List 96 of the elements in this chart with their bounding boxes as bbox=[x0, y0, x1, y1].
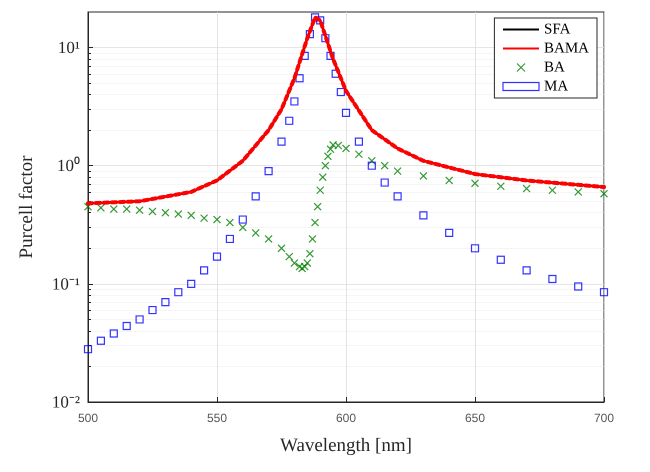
point bbox=[548, 274, 556, 284]
point bbox=[470, 179, 480, 188]
point bbox=[136, 206, 144, 214]
point bbox=[600, 190, 608, 198]
point bbox=[122, 322, 131, 330]
point bbox=[326, 52, 335, 60]
point bbox=[321, 162, 330, 170]
point bbox=[187, 211, 196, 220]
point bbox=[419, 211, 428, 220]
point bbox=[285, 116, 294, 125]
point bbox=[238, 215, 247, 224]
point bbox=[96, 204, 105, 212]
point bbox=[148, 207, 157, 216]
point bbox=[318, 173, 327, 182]
point bbox=[368, 156, 376, 165]
point bbox=[336, 88, 345, 96]
point bbox=[161, 208, 170, 217]
point bbox=[470, 244, 480, 252]
point bbox=[574, 282, 582, 291]
x-tick-label: 500 bbox=[78, 411, 98, 425]
point bbox=[96, 336, 105, 345]
x-tick-label: 600 bbox=[336, 411, 356, 425]
point bbox=[394, 167, 402, 176]
y-tick-label: 10⁻² bbox=[52, 392, 80, 412]
point bbox=[310, 218, 320, 227]
point bbox=[316, 186, 324, 194]
point bbox=[380, 178, 389, 187]
x-tick-label: 550 bbox=[206, 411, 228, 425]
legend-label: BAMA bbox=[544, 40, 590, 56]
point bbox=[300, 262, 309, 271]
point bbox=[326, 145, 335, 154]
point bbox=[303, 258, 312, 268]
legend-label: MA bbox=[544, 78, 568, 94]
point bbox=[310, 13, 320, 22]
point bbox=[200, 214, 208, 222]
point bbox=[368, 162, 376, 170]
point bbox=[136, 315, 144, 324]
point bbox=[174, 288, 182, 296]
point bbox=[110, 329, 118, 338]
point bbox=[600, 288, 608, 296]
point bbox=[200, 266, 208, 274]
point bbox=[174, 210, 182, 218]
point bbox=[548, 186, 556, 194]
point bbox=[419, 172, 428, 180]
point bbox=[334, 141, 342, 150]
point bbox=[394, 192, 402, 200]
point bbox=[316, 16, 324, 24]
point bbox=[298, 264, 306, 273]
point bbox=[226, 234, 234, 244]
y-axis-title: Purcell factor bbox=[16, 154, 37, 258]
point bbox=[161, 298, 170, 306]
x-axis-title: Wavelength [nm] bbox=[280, 435, 412, 456]
point bbox=[380, 162, 389, 170]
point bbox=[122, 204, 131, 214]
point bbox=[321, 34, 330, 42]
point bbox=[354, 150, 363, 158]
point bbox=[285, 252, 294, 261]
x-tick-label: 700 bbox=[594, 411, 614, 425]
point bbox=[522, 266, 531, 274]
point bbox=[84, 345, 92, 354]
point bbox=[187, 280, 196, 288]
point bbox=[84, 202, 92, 211]
point bbox=[445, 176, 454, 185]
point bbox=[496, 182, 505, 190]
point bbox=[264, 234, 273, 244]
legend-label: SFA bbox=[544, 22, 571, 38]
point bbox=[574, 188, 582, 196]
point bbox=[252, 228, 260, 237]
point bbox=[496, 256, 505, 264]
point bbox=[308, 234, 317, 244]
legend-label: BA bbox=[544, 60, 565, 76]
point bbox=[324, 152, 332, 160]
point bbox=[342, 144, 350, 153]
point bbox=[445, 228, 454, 237]
point bbox=[295, 74, 304, 82]
x-tick-label: 650 bbox=[464, 411, 486, 425]
y-tick-label: 10¹ bbox=[58, 38, 80, 58]
point bbox=[212, 215, 222, 224]
point bbox=[290, 97, 298, 106]
point bbox=[277, 137, 286, 146]
point bbox=[264, 167, 273, 176]
y-tick-label: 10⁻¹ bbox=[52, 274, 80, 294]
point bbox=[238, 223, 247, 232]
point bbox=[277, 244, 286, 252]
point bbox=[148, 306, 157, 314]
point bbox=[329, 140, 338, 150]
point bbox=[212, 252, 222, 261]
point bbox=[522, 184, 531, 193]
point bbox=[354, 137, 363, 146]
point bbox=[306, 250, 314, 258]
point bbox=[226, 218, 234, 227]
point bbox=[342, 108, 350, 117]
point bbox=[110, 204, 118, 214]
point bbox=[314, 202, 322, 211]
point bbox=[252, 192, 260, 200]
y-tick-label: 10⁰ bbox=[57, 156, 80, 176]
